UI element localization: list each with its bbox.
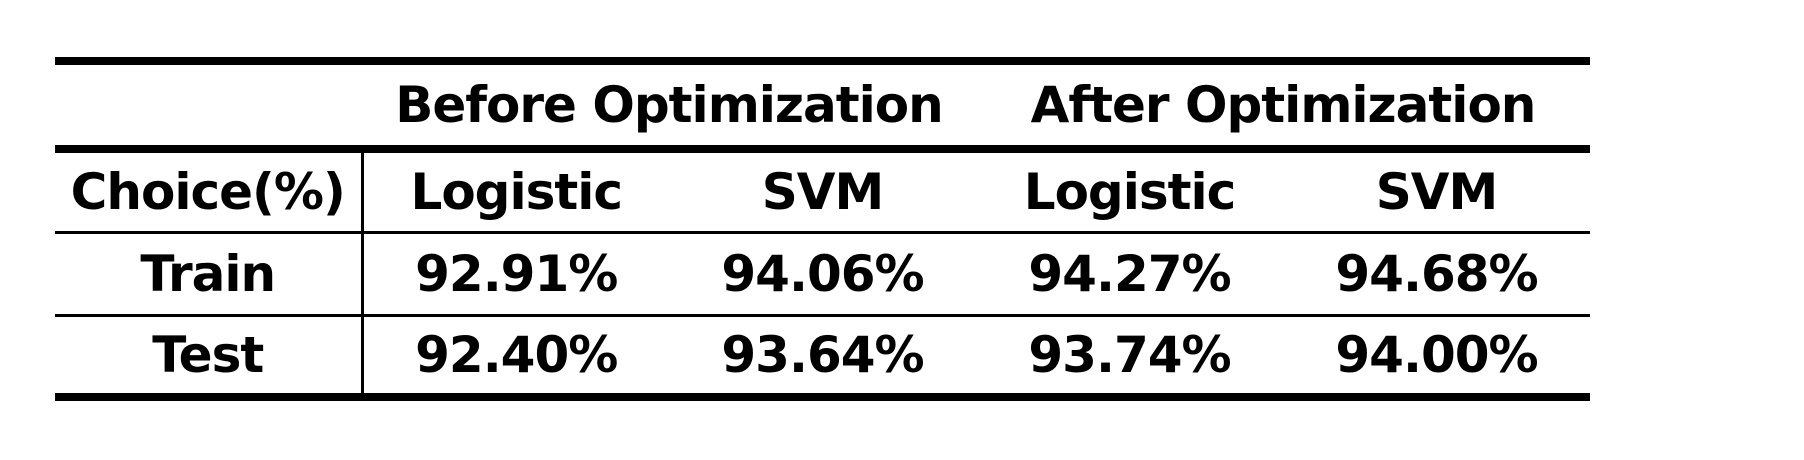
column-header-row: Choice(%) Logistic SVM Logistic SVM bbox=[55, 149, 1591, 234]
cell-train-after-logistic: 94.27% bbox=[976, 232, 1284, 317]
cell-test-before-svm: 93.64% bbox=[669, 315, 977, 401]
row-label-train: Train bbox=[55, 232, 364, 317]
row-label-test: Test bbox=[55, 315, 364, 401]
empty-corner-cell bbox=[55, 61, 362, 153]
cell-test-after-logistic: 93.74% bbox=[976, 315, 1284, 401]
col-header-before-svm: SVM bbox=[669, 149, 977, 234]
results-table-container: Before Optimization After Optimization C… bbox=[55, 57, 1591, 401]
table-row-test: Test 92.40% 93.64% 93.74% 94.00% bbox=[55, 315, 1591, 401]
col-header-after-svm: SVM bbox=[1283, 149, 1591, 234]
group-header-before: Before Optimization bbox=[362, 61, 977, 153]
cell-test-after-svm: 94.00% bbox=[1283, 315, 1591, 401]
col-header-after-logistic: Logistic bbox=[976, 149, 1284, 234]
group-header-row: Before Optimization After Optimization bbox=[55, 61, 1591, 153]
table-row-train: Train 92.91% 94.06% 94.27% 94.68% bbox=[55, 232, 1591, 317]
cell-train-after-svm: 94.68% bbox=[1283, 232, 1591, 317]
cell-test-before-logistic: 92.40% bbox=[362, 315, 669, 401]
group-header-after: After Optimization bbox=[976, 61, 1591, 153]
corner-label: Choice(%) bbox=[55, 149, 364, 234]
col-header-before-logistic: Logistic bbox=[362, 149, 669, 234]
cell-train-before-logistic: 92.91% bbox=[362, 232, 669, 317]
results-table: Before Optimization After Optimization C… bbox=[55, 57, 1591, 401]
cell-train-before-svm: 94.06% bbox=[669, 232, 977, 317]
